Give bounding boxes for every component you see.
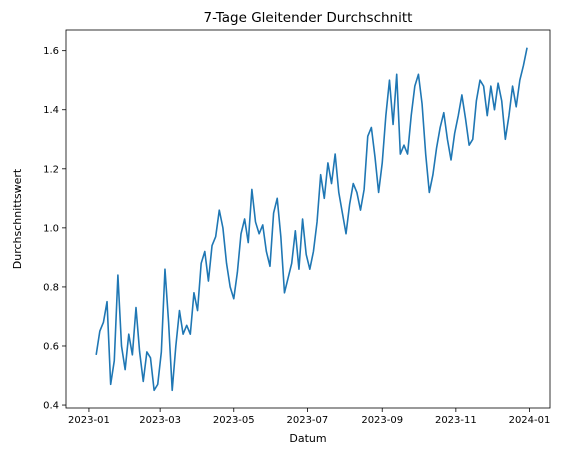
chart-title: 7-Tage Gleitender Durchschnitt [204, 10, 413, 26]
plot-frame [65, 29, 551, 409]
y-tick-label: 1.2 [43, 164, 59, 175]
x-tick-label: 2023-05 [213, 415, 255, 426]
y-tick-label: 1.4 [43, 105, 59, 116]
x-tick-label: 2023-01 [68, 415, 110, 426]
y-tick-label: 1.0 [43, 223, 59, 234]
x-tick-label: 2023-09 [361, 415, 403, 426]
y-tick-label: 0.8 [43, 282, 59, 293]
series-line [95, 47, 528, 392]
y-tick-label: 0.6 [43, 341, 59, 352]
y-tick-label: 0.4 [43, 401, 59, 412]
x-tick-label: 2024-01 [509, 415, 551, 426]
y-axis-label: Durchschnittswert [11, 168, 24, 269]
x-tick-label: 2023-03 [139, 415, 181, 426]
x-axis-label: Datum [289, 432, 326, 445]
x-tick-label: 2023-11 [435, 415, 477, 426]
y-axis: 0.4 0.6 0.8 1.0 1.2 1.4 1.6 [43, 46, 66, 412]
x-tick-label: 2023-07 [286, 415, 328, 426]
x-axis: 2023-01 2023-03 2023-05 2023-07 2023-09 2023-… [68, 408, 550, 426]
plot-area [95, 47, 528, 392]
y-tick-label: 1.6 [43, 46, 59, 57]
